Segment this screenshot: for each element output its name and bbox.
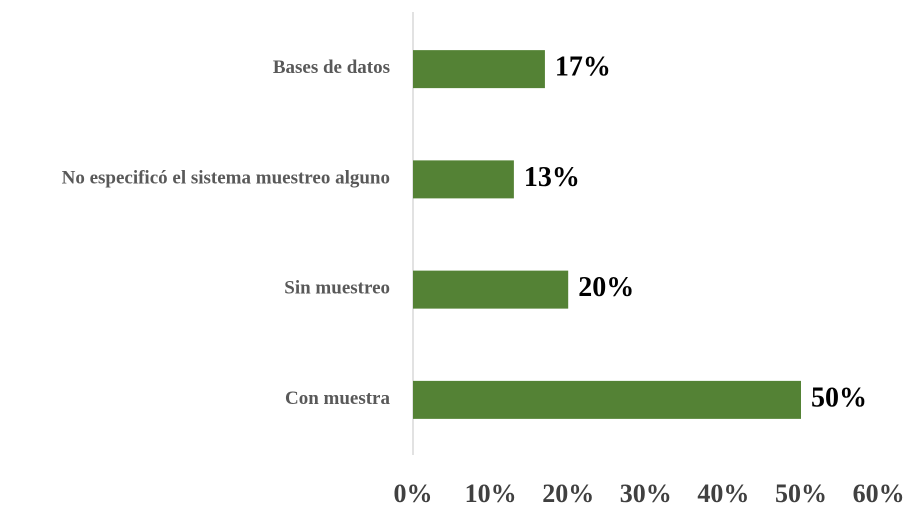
category-label-line: Sin muestreo: [284, 278, 390, 299]
category-label: No especificó el sistema muestreo alguno: [62, 168, 390, 189]
x-tick-label: 30%: [620, 479, 672, 507]
x-tick-label: 50%: [775, 479, 827, 507]
value-label: 20%: [578, 272, 634, 303]
bar: [413, 380, 801, 419]
bar: [413, 160, 514, 199]
x-tick-label: 10%: [465, 479, 517, 507]
category-label: Sin muestreo: [284, 278, 390, 299]
x-tick-label: 60%: [853, 479, 905, 507]
x-tick-label: 20%: [542, 479, 594, 507]
category-label-line: Bases de datos: [273, 57, 390, 78]
x-tick-label: 0%: [394, 479, 433, 507]
bar: [413, 50, 545, 89]
x-tick-label: 40%: [697, 479, 749, 507]
value-label: 50%: [811, 382, 867, 413]
category-label: Con muestra: [285, 388, 391, 409]
value-label: 13%: [524, 162, 580, 193]
value-label: 17%: [555, 52, 611, 83]
category-label-line: Con muestra: [285, 388, 391, 409]
category-label-line: No especificó el sistema muestreo alguno: [62, 168, 390, 189]
bar: [413, 270, 569, 309]
category-label: Bases de datos: [273, 57, 390, 78]
